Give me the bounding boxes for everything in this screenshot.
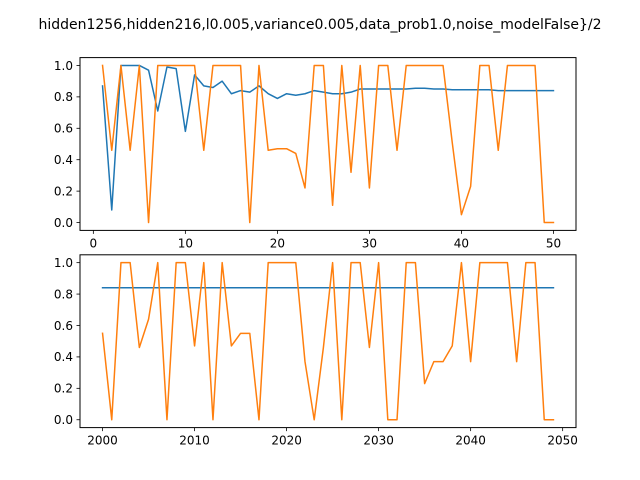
x-tick-label: 50 xyxy=(546,236,561,250)
y-tick-label: 0.4 xyxy=(54,153,73,167)
x-tick-label: 0 xyxy=(90,236,98,250)
x-tick-label: 2020 xyxy=(271,434,302,448)
x-tick-label: 2030 xyxy=(363,434,394,448)
y-tick-label: 0.6 xyxy=(54,122,73,136)
y-tick-label: 0.0 xyxy=(54,413,73,427)
figure-title: hidden1256,hidden216,l0.005,variance0.00… xyxy=(38,17,601,33)
x-tick-label: 10 xyxy=(178,236,193,250)
y-tick-label: 0.0 xyxy=(54,216,73,230)
y-tick-label: 0.2 xyxy=(54,184,73,198)
y-tick-label: 0.6 xyxy=(54,319,73,333)
x-tick-label: 20 xyxy=(270,236,285,250)
bottom-subplot: 2000 2010 2020 2030 2040 2050 0.0 0.2 0.4 0.6 0.8 1… xyxy=(54,254,578,448)
top-subplot: 0 10 20 30 40 50 0.0 0.2 0.4 0.6 0.8 1.0 xyxy=(54,57,577,250)
y-tick-label: 0.2 xyxy=(54,382,73,396)
axes-frame xyxy=(79,57,577,231)
x-tick-label: 2040 xyxy=(455,434,486,448)
x-tick-label: 2010 xyxy=(179,434,210,448)
y-tick-label: 1.0 xyxy=(54,59,73,73)
axes-frame xyxy=(79,254,577,429)
y-tick-label: 0.8 xyxy=(54,90,73,104)
y-tick-label: 1.0 xyxy=(54,256,73,270)
series-line-2 xyxy=(101,64,555,224)
y-tick-label: 0.4 xyxy=(54,350,73,364)
x-tick-label: 30 xyxy=(362,236,377,250)
x-tick-label: 2050 xyxy=(547,434,578,448)
series-line-2 xyxy=(101,261,555,421)
x-tick-label: 2000 xyxy=(87,434,118,448)
x-tick-label: 40 xyxy=(454,236,469,250)
y-tick-label: 0.8 xyxy=(54,287,73,301)
